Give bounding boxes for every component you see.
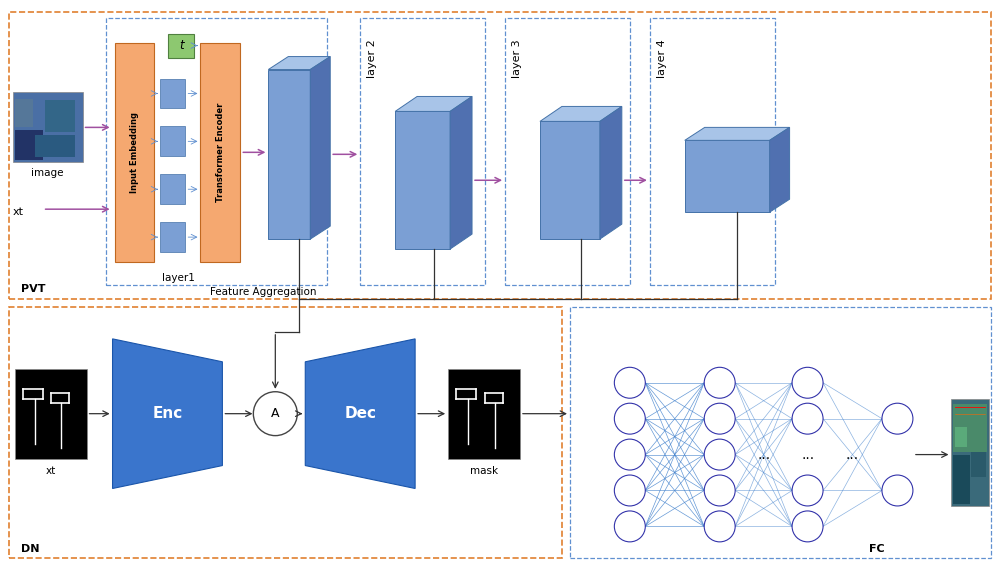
Text: t: t (179, 39, 184, 52)
Text: ...: ... (846, 447, 859, 462)
Bar (951, 399, 989, 506)
Text: layer1: layer1 (162, 273, 195, 283)
Polygon shape (268, 57, 330, 70)
Polygon shape (450, 96, 472, 249)
Polygon shape (395, 112, 450, 249)
Text: FC: FC (869, 544, 885, 555)
Text: ...: ... (757, 447, 770, 462)
Circle shape (704, 367, 735, 398)
Polygon shape (268, 70, 310, 239)
Circle shape (882, 475, 913, 506)
Circle shape (704, 475, 735, 506)
Bar (35, 136, 75, 157)
Bar (360, 18, 485, 285)
Circle shape (792, 367, 823, 398)
Circle shape (253, 392, 297, 435)
Bar (15, 369, 87, 459)
Polygon shape (685, 128, 790, 141)
Bar (448, 369, 520, 459)
Polygon shape (600, 107, 622, 239)
Polygon shape (113, 339, 222, 489)
Circle shape (882, 403, 913, 434)
Polygon shape (685, 141, 770, 212)
Circle shape (792, 403, 823, 434)
Bar (106, 18, 327, 285)
Text: xt: xt (46, 466, 56, 476)
Text: Feature Aggregation: Feature Aggregation (210, 287, 317, 297)
Text: DN: DN (21, 544, 39, 555)
Text: Transformer Encoder: Transformer Encoder (216, 103, 225, 202)
Text: layer 3: layer 3 (512, 40, 522, 78)
Bar (115, 43, 154, 262)
Bar (570, 307, 991, 558)
Text: ...: ... (801, 447, 814, 462)
Bar (200, 43, 240, 262)
Text: Enc: Enc (152, 406, 183, 421)
Bar (955, 426, 967, 447)
Circle shape (704, 511, 735, 542)
Bar (9, 307, 562, 558)
Text: Input Embedding: Input Embedding (130, 112, 139, 193)
Text: mask: mask (470, 466, 498, 476)
Circle shape (614, 439, 645, 470)
Polygon shape (310, 57, 330, 239)
Polygon shape (540, 107, 622, 121)
Text: Dec: Dec (344, 406, 376, 421)
Polygon shape (770, 128, 790, 212)
Bar (160, 174, 185, 204)
Circle shape (792, 511, 823, 542)
Bar (505, 18, 630, 285)
Bar (13, 92, 83, 162)
Text: A: A (271, 407, 280, 420)
Text: PVT: PVT (21, 284, 45, 294)
Polygon shape (395, 96, 472, 112)
Bar (160, 126, 185, 156)
Circle shape (614, 511, 645, 542)
Circle shape (614, 403, 645, 434)
Circle shape (614, 367, 645, 398)
Bar (160, 222, 185, 252)
Polygon shape (540, 121, 600, 239)
Bar (160, 78, 185, 108)
Bar (953, 404, 987, 451)
Circle shape (614, 475, 645, 506)
Polygon shape (305, 339, 415, 489)
Text: layer 4: layer 4 (657, 40, 667, 78)
Bar (650, 18, 775, 285)
Circle shape (792, 475, 823, 506)
Text: xt: xt (13, 207, 24, 217)
Bar (9, 12, 991, 299)
Bar (953, 455, 970, 505)
Text: layer 2: layer 2 (367, 40, 377, 78)
Bar (15, 130, 43, 160)
Bar (168, 33, 194, 58)
Bar (971, 442, 986, 476)
Circle shape (704, 403, 735, 434)
Bar (15, 99, 33, 128)
Circle shape (704, 439, 735, 470)
Text: image: image (31, 168, 64, 178)
Bar (45, 100, 75, 132)
